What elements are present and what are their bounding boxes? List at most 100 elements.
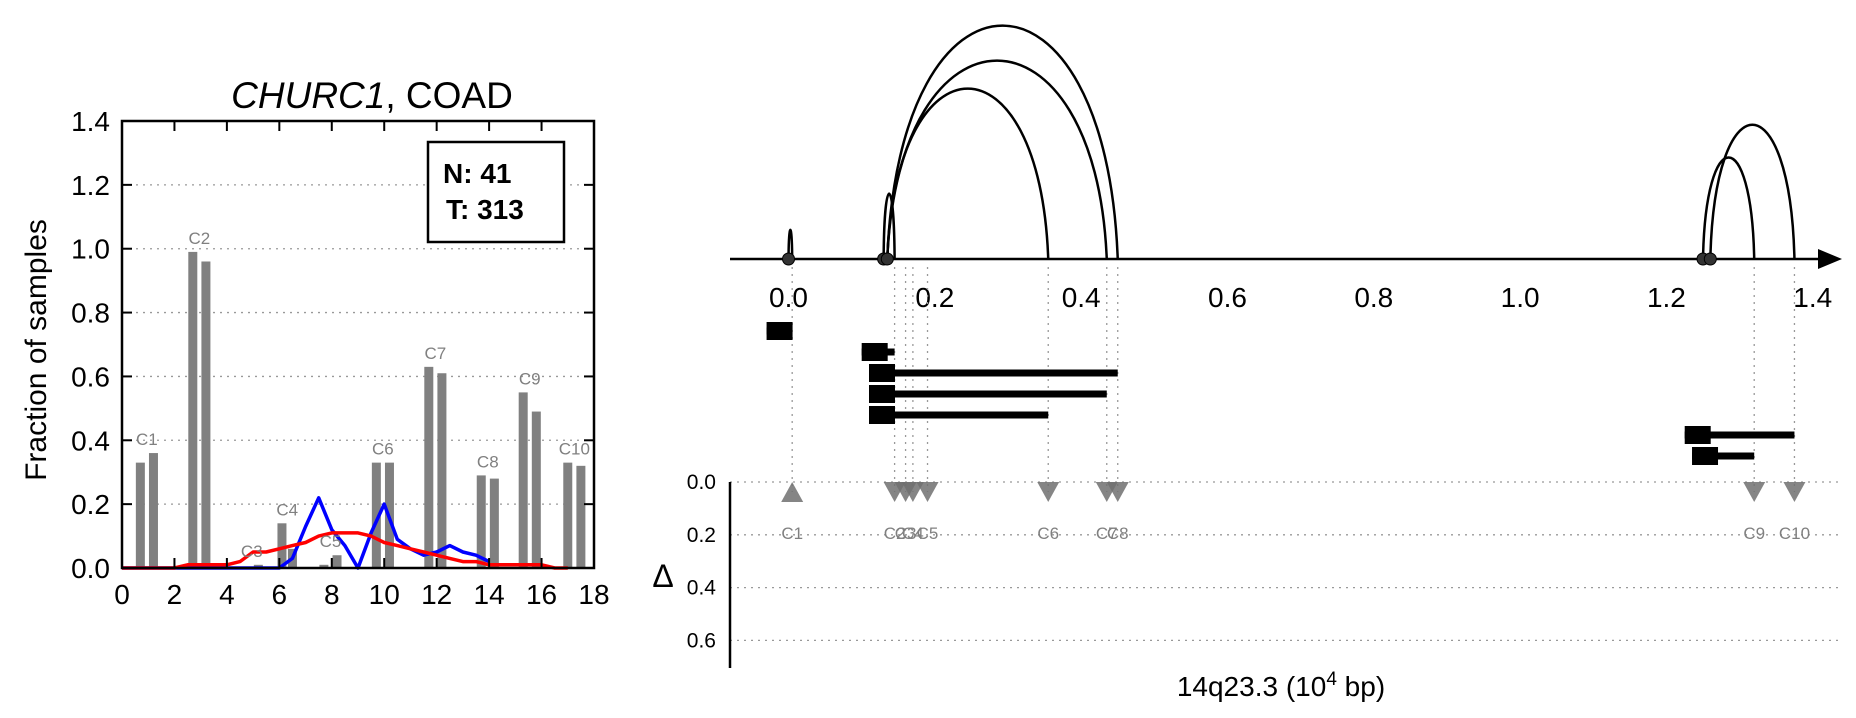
- bar-label-C9: C9: [519, 369, 541, 388]
- cluster-marker-C8: [1106, 482, 1129, 502]
- cluster-label-C6: C6: [1037, 524, 1059, 543]
- cluster-label-C7: C7: [1096, 524, 1118, 543]
- bars: [135, 251, 586, 568]
- bar-C2-0: [188, 251, 198, 568]
- axis-arrow: [1818, 249, 1842, 269]
- junction-nodes: [782, 252, 1717, 266]
- genome-axis-ticks: 0.0 0.2 0.4 0.6 0.8 1.0 1.2 1.4: [769, 282, 1832, 313]
- y-axis-ticks: 0.0 0.2 0.4 0.6 0.8 1.0 1.2 1.4: [71, 106, 594, 584]
- delta-tick-label: 0.4: [687, 577, 717, 600]
- transcripts: [766, 322, 1795, 465]
- x-tick-label: 4: [219, 579, 235, 610]
- x-tick-label: 2: [167, 579, 183, 610]
- y-tick-label: 0.0: [71, 553, 110, 584]
- junction-arcs: [787, 24, 1796, 260]
- genome-tick-label: 1.4: [1793, 282, 1832, 313]
- delta-axis-ticks: 0.0 0.2 0.4 0.6: [687, 471, 717, 652]
- junction-node-2: [880, 252, 894, 266]
- x-tick-label: 8: [324, 579, 340, 610]
- normal-series-line: [122, 496, 490, 570]
- plot-frame: [120, 119, 596, 570]
- cluster-label-C4: C4: [902, 524, 924, 543]
- genome-tick-label: 0.6: [1208, 282, 1247, 313]
- transcript-exon-5: [1684, 426, 1711, 444]
- junction-arc-4: [886, 24, 1119, 260]
- bar-C6-0: [371, 462, 381, 568]
- bar-C5-0: [319, 564, 329, 568]
- sample-count-inset: N: 41 T: 313: [426, 140, 566, 244]
- bar-label-C6: C6: [372, 440, 394, 459]
- normal-count: N: 41: [443, 158, 511, 189]
- x-tick-label: 0: [114, 579, 130, 610]
- arc-diagram-panel: 0.0 0.2 0.4 0.6 0.8 1.0 1.2 1.4 0.00.20.40.6 Δ …: [652, 24, 1842, 702]
- transcript-exon-6: [1692, 447, 1719, 465]
- transcript-exon-3: [869, 385, 895, 403]
- genome-tick-label: 1.0: [1501, 282, 1540, 313]
- y-tick-label: 1.2: [71, 170, 110, 201]
- bar-C8-0: [476, 475, 486, 568]
- cluster-label-C5: C5: [917, 524, 939, 543]
- cluster-label-C10: C10: [1779, 524, 1810, 543]
- bar-C7-1: [437, 373, 447, 568]
- y-tick-label: 1.4: [71, 106, 110, 137]
- x-tick-label: 10: [369, 579, 400, 610]
- bar-C5-1: [332, 555, 342, 568]
- x-tick-label: 6: [272, 579, 288, 610]
- tumor-count: T: 313: [446, 194, 524, 225]
- bar-label-C1: C1: [136, 430, 158, 449]
- inset-box: [426, 140, 566, 244]
- chart-title-gene: CHURC1: [231, 75, 385, 116]
- genome-tick-label: 0.4: [1062, 282, 1101, 313]
- bar-C9-0: [518, 392, 528, 568]
- genome-tick-label: 0.0: [769, 282, 808, 313]
- chart-title: CHURC1, COAD: [231, 75, 513, 116]
- cluster-marker-C4: [901, 482, 924, 502]
- y-tick-label: 0.8: [71, 298, 110, 329]
- x-tick-label: 18: [578, 579, 609, 610]
- bar-label-C7: C7: [424, 344, 446, 363]
- y-tick-label: 1.0: [71, 234, 110, 265]
- x-tick-label: 12: [421, 579, 452, 610]
- y-tick-label: 0.4: [71, 425, 110, 456]
- cluster-marker-C5: [916, 482, 939, 502]
- delta-tick-label: 0.0: [687, 471, 716, 494]
- cluster-label-C2: C2: [884, 524, 906, 543]
- bar-label-C10: C10: [559, 440, 590, 459]
- bar-C7-0: [424, 366, 434, 568]
- junction-arc-5: [1701, 156, 1756, 260]
- bar-label-C3: C3: [241, 542, 263, 561]
- y-tick-label: 0.2: [71, 489, 110, 520]
- bar-label-C2: C2: [188, 229, 210, 248]
- junction-arc-1: [882, 192, 896, 260]
- genome-axis-label-main: 14q23.3 (10: [1177, 671, 1326, 702]
- chart-title-rest: , COAD: [385, 75, 512, 116]
- bar-chart-panel: CHURC1, COAD Fraction of samples C1C2C3C…: [20, 75, 610, 610]
- delta-tick-label: 0.2: [687, 524, 716, 547]
- bar-C4-0: [277, 523, 287, 568]
- genome-tick-label: 0.8: [1354, 282, 1393, 313]
- junction-arc-0: [787, 228, 794, 260]
- cluster-label-C1: C1: [781, 524, 803, 543]
- cluster-marker-C6: [1037, 482, 1060, 502]
- bar-C2-1: [201, 261, 211, 568]
- genome-tick-label: 1.2: [1647, 282, 1686, 313]
- bar-C1-1: [148, 453, 158, 568]
- bar-C8-1: [489, 478, 499, 568]
- genome-axis-label-exponent: 4: [1326, 669, 1337, 690]
- cluster-label-C9: C9: [1743, 524, 1765, 543]
- bar-C10-0: [563, 462, 573, 568]
- cluster-label-C3: C3: [895, 524, 917, 543]
- tumor-series-line: [122, 531, 568, 570]
- bar-C1-0: [135, 462, 145, 568]
- transcript-exon-4: [869, 406, 895, 424]
- genome-axis-label-unit: bp): [1337, 671, 1385, 702]
- cluster-marker-C1: [781, 482, 804, 502]
- x-tick-label: 16: [526, 579, 557, 610]
- bar-label-C8: C8: [477, 452, 499, 471]
- bar-C9-1: [531, 411, 541, 568]
- x-axis-ticks: 0 2 4 6 8 10 12 14 16 18: [114, 121, 610, 610]
- y-tick-label: 0.6: [71, 361, 110, 392]
- transcript-exon-0: [766, 322, 793, 340]
